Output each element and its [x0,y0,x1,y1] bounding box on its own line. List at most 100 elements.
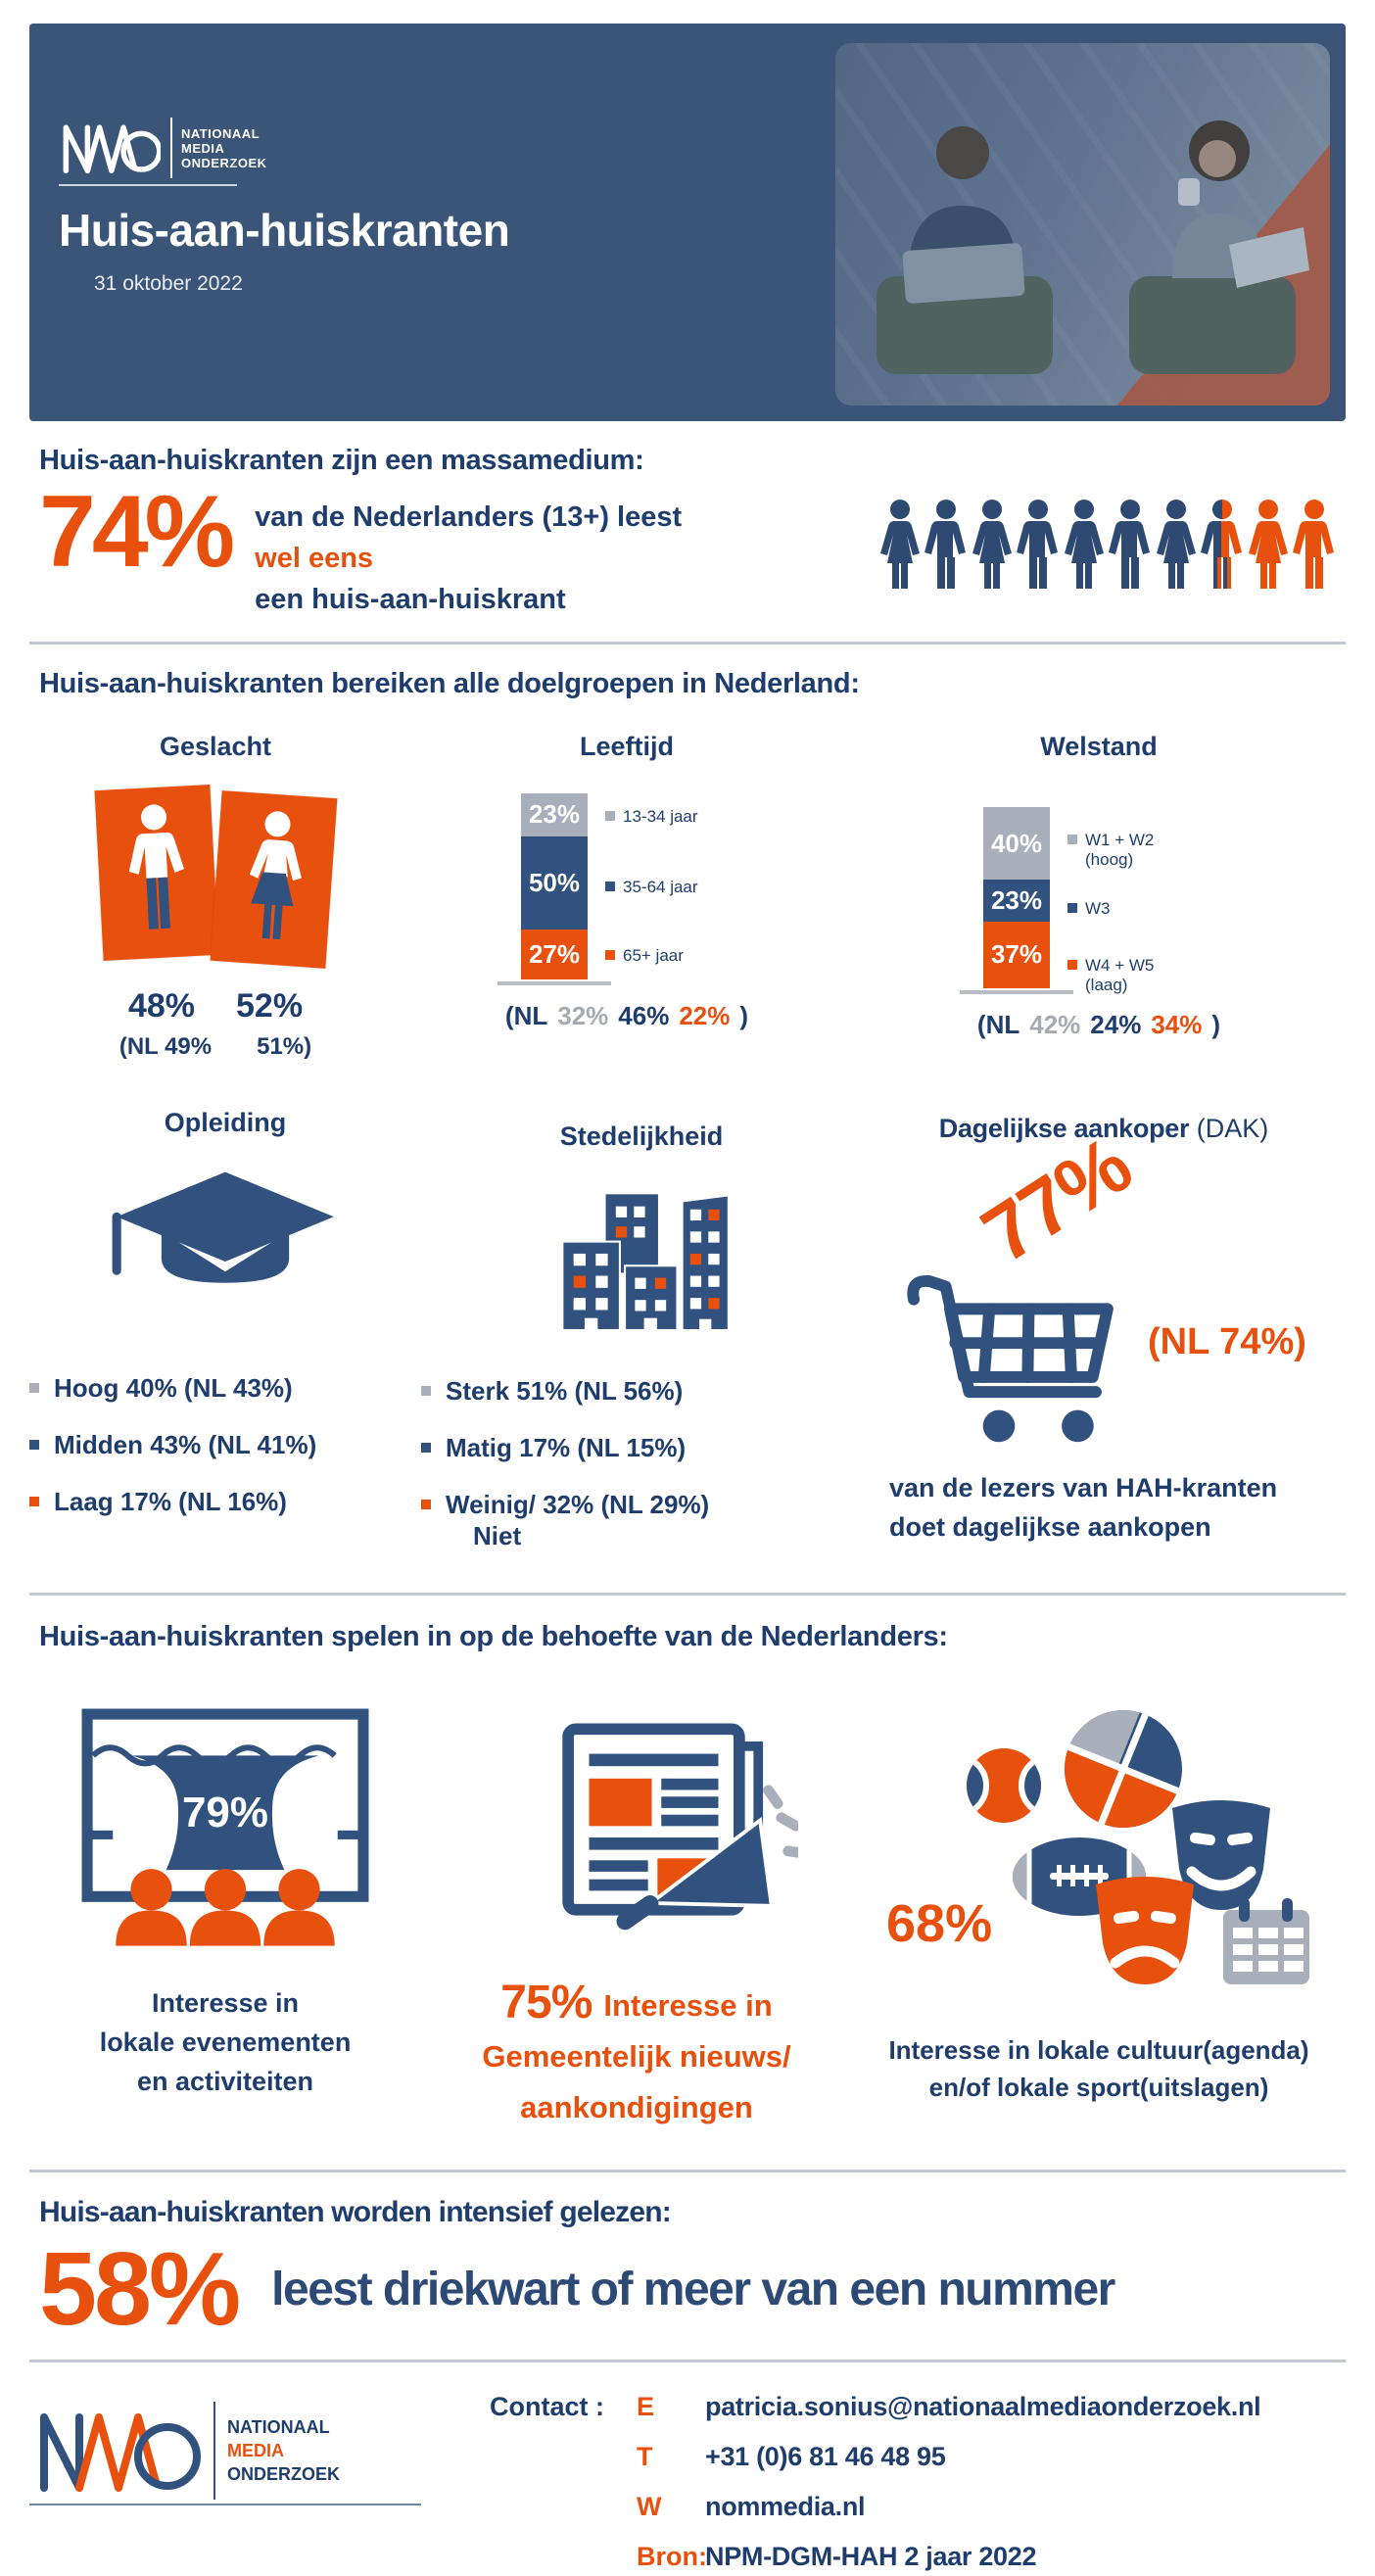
geslacht-block: Geslacht [29,714,402,1061]
bar-segment-w4w5: 37% [983,921,1050,988]
nl-value-navy: 24% [1090,1009,1142,1039]
bullet-navy [421,1443,431,1454]
legend-swatch-orange [605,950,615,960]
nl-prefix: (NL [504,1000,548,1030]
legend-sublabel: (hoog) [1085,850,1134,869]
bullet-orange [421,1500,431,1510]
person-icon [1065,500,1104,589]
header-photo [835,43,1330,405]
stedelijkheid-item: Weinig/ 32% (NL 29%) Niet [421,1489,862,1551]
email-value[interactable]: patricia.sonius@nationaalmediaonderzoek.… [705,2392,1261,2422]
cultuur-caption: Interesse in lokale cultuur(agenda) en/o… [852,2031,1346,2106]
leeftijd-title: Leeftijd [579,732,674,761]
opleiding-item-text: Laag 17% (NL 16%) [54,1486,287,1516]
opleiding-item: Hoog 40% (NL 43%) [29,1372,421,1404]
caption-line: Gemeentelijk nieuws/ [482,2038,791,2074]
geslacht-nl-right: 51%) [257,1033,312,1060]
buildings-icon [561,1192,730,1332]
stedelijkheid-item-text: Weinig/ 32% (NL 29%) [446,1490,710,1520]
legend-swatch-navy [1067,903,1077,913]
org-line: ONDERZOEK [181,155,267,170]
bar-segment-35-64: 50% [521,835,588,930]
legend-swatch-navy [605,882,615,891]
opleiding-title: Opleiding [164,1108,287,1137]
leeftijd-block: Leeftijd 23% 50% 27% 13-34 jaar 35-64 ja… [402,714,852,1061]
legend-label: W1 + W2 [1085,831,1155,849]
cultuur-stat: 68% [886,1894,993,1954]
person-icon [1249,500,1288,589]
legend-label: W4 + W5 [1085,956,1155,975]
person-icon [1157,500,1196,589]
male-icon [128,804,185,930]
legend-label: W3 [1085,899,1111,918]
nl-value-navy: 46% [618,1000,670,1030]
nmo-logo-icon [40,2413,201,2493]
person-icon-split [1201,500,1242,589]
phone-label: T [637,2442,653,2472]
web-label: W [637,2492,662,2522]
nmo-org-lines: NATIONAAL MEDIA ONDERZOEK [170,118,267,178]
nl-suffix: ) [739,1000,749,1030]
tennis-ball-icon [967,1748,1041,1824]
mass-text-line2: een huis-aan-huiskrant [255,584,566,615]
welstand-block: Welstand 40% 23% 37% W1 + W2 (hoog) W3 W4 [852,714,1346,1061]
behoefte-heading: Huis-aan-huiskranten spelen in op de beh… [39,1621,948,1653]
caption-line: en activiteiten [136,2066,314,2096]
mass-text-before: van de Nederlanders (13+) leest [255,501,683,533]
bron-label: Bron: [637,2542,707,2572]
nl-prefix: (NL [976,1009,1020,1039]
person-icon [972,500,1012,589]
bar-segment-13-34: 23% [521,793,588,836]
dak-title-rest: (DAK) [1196,1114,1269,1143]
footer-nmo-logo: NATIONAAL MEDIA ONDERZOEK [29,2388,450,2572]
male-value: 48% [127,987,195,1025]
person-icon [1017,500,1058,589]
org-line: NATIONAAL [181,125,261,141]
theater-stage-icon [81,1708,369,1946]
bar-segment-w1w2: 40% [983,807,1050,880]
org-line: MEDIA [181,140,225,156]
legend-swatch-orange [1067,960,1077,970]
gelezen-stat: 58% [39,2230,241,2347]
bar-baseline [498,980,611,985]
population-pictogram [878,499,1336,596]
web-value[interactable]: nommedia.nl [705,2492,866,2522]
legend-swatch-gray [605,811,615,821]
dak-caption-line1: van de lezers van HAH-kranten [889,1473,1278,1503]
welstand-nl-row: (NL 42% 24% 34%) [852,1010,1346,1040]
logo-underline [29,2504,421,2506]
sad-mask-icon [1096,1877,1194,1985]
cultuur-block: 68% Interesse in lokale cultuur(agenda) … [852,1692,1346,2136]
legend-sublabel: (laag) [1085,976,1128,994]
bullet-gray [421,1386,431,1397]
opleiding-item-text: Midden 43% (NL 41%) [54,1429,317,1459]
bar-segment-w3: 23% [983,880,1050,922]
gelezen-text: leest driekwart of meer van een nummer [271,2263,1115,2315]
stedelijkheid-title: Stedelijkheid [559,1121,724,1151]
nieuws-stat: 75% [500,1976,593,2028]
caption-line: Interesse in lokale cultuur(agenda) [888,2035,1309,2066]
contact-label: Contact : [490,2392,604,2422]
legend-label: 13-34 jaar [623,807,698,826]
org-line: NATIONAAL [227,2417,330,2438]
readers-illustration [877,120,1309,374]
logo-underline [59,184,237,186]
calendar-icon [1223,1898,1309,1985]
header-banner: NATIONAAL MEDIA ONDERZOEK Huis-aan-huisk… [29,24,1346,421]
geslacht-nl-left: (NL 49% [119,1033,213,1060]
person-icon [1109,500,1150,589]
legend-label: 35-64 jaar [623,878,698,896]
footer: NATIONAAL MEDIA ONDERZOEK Contact : E pa… [0,2362,1375,2572]
opleiding-item: Laag 17% (NL 16%) [29,1486,421,1517]
nieuws-caption: 75% Interesse in Gemeentelijk nieuws/ aan… [421,1976,852,2136]
graduation-cap-icon [112,1171,334,1283]
massamedium-text: van de Nederlanders (13+) leest wel eens… [255,497,715,620]
bullet-navy [29,1439,39,1450]
newspaper-megaphone-icon [562,1723,798,1931]
contact-block: Contact : E patricia.sonius@nationaalmed… [490,2388,1346,2572]
welstand-chart: 40% 23% 37% W1 + W2 (hoog) W3 W4 + W5 (laa… [852,793,1346,994]
caption-line: Interesse in [603,1987,773,2023]
female-icon [249,811,302,939]
bar-baseline [960,989,1073,994]
welstand-title: Welstand [1040,732,1158,761]
